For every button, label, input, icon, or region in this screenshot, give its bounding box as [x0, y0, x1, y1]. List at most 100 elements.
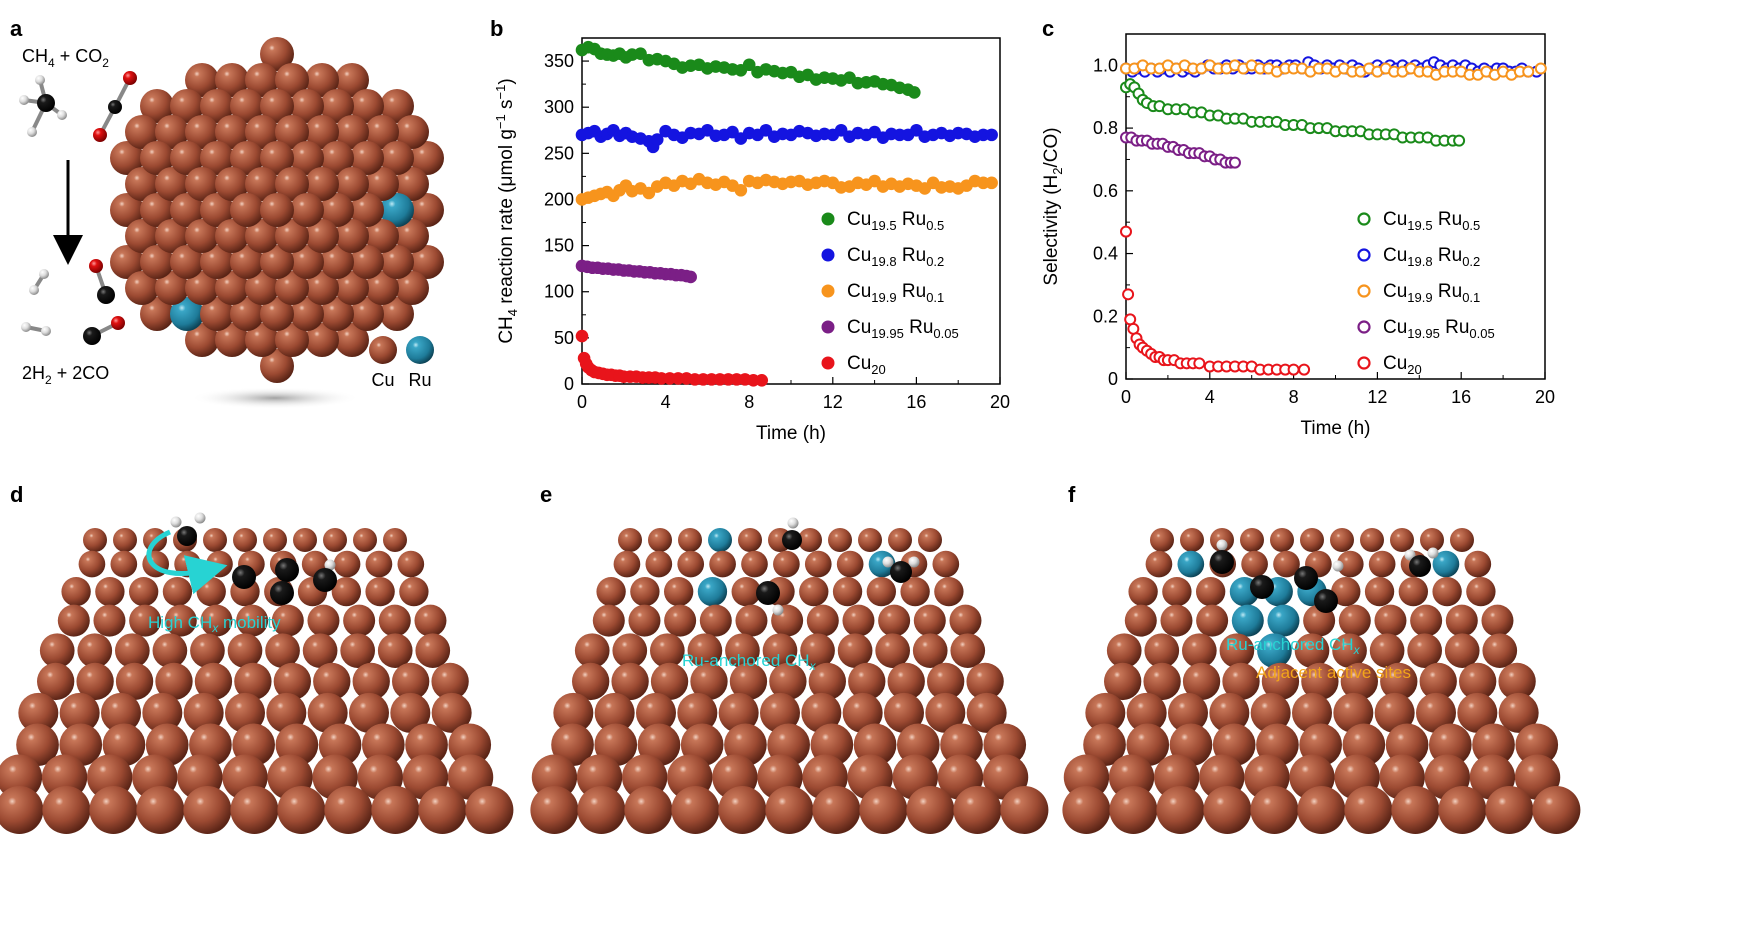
- cu-atom: [1124, 604, 1157, 637]
- cu-atom: [664, 604, 697, 637]
- cu-atom: [1250, 692, 1291, 733]
- cu-atom: [125, 271, 159, 305]
- legend-label: Cu19.5 Ru0.5: [1383, 209, 1480, 233]
- cu-atom: [1219, 633, 1255, 668]
- cu-atom: [349, 692, 389, 733]
- cu-atom: [350, 297, 384, 331]
- cu-atom: [888, 528, 912, 552]
- cu-atom: [185, 323, 219, 357]
- cu-atom: [260, 89, 294, 123]
- cu-atom: [410, 141, 444, 175]
- cu-atom: [729, 662, 768, 701]
- legend-label: Cu19.9 Ru0.1: [847, 281, 944, 305]
- cu-atom: [738, 528, 762, 552]
- legend-marker: [1357, 284, 1371, 298]
- cu-atom: [1374, 604, 1407, 637]
- surface-annotations: High CHx mobility Ru-anchored CHx Ru-anc…: [146, 529, 1411, 682]
- cu-atom: [731, 576, 761, 607]
- data-point: [755, 374, 769, 387]
- cu-atom: [101, 692, 141, 733]
- cu-atom: [769, 662, 807, 701]
- cu-atom: [275, 167, 309, 201]
- cu-atom: [636, 692, 676, 733]
- data-point: [734, 183, 748, 197]
- cu-atom: [1104, 662, 1142, 701]
- cu-atom: [1062, 786, 1111, 834]
- cu-atom: [129, 604, 162, 637]
- cu-atom: [1498, 662, 1536, 701]
- cu-atom: [190, 633, 225, 668]
- cu-atom: [699, 604, 732, 637]
- cu-atom: [1338, 604, 1371, 637]
- legend-label: Cu20: [1383, 353, 1422, 377]
- cu-atom: [1391, 786, 1440, 834]
- cu-atom: [200, 604, 233, 637]
- cu-atom: [896, 723, 940, 767]
- cu-atom: [592, 604, 625, 637]
- carbon-atom: [1409, 555, 1431, 577]
- legend-label: Cu20: [847, 353, 886, 377]
- cu-atom: [215, 219, 249, 253]
- cu-atom: [140, 141, 174, 175]
- cu-atom: [305, 167, 339, 201]
- series-3: [1120, 131, 1241, 169]
- panel-label-e: e: [540, 482, 552, 507]
- cu-atom: [200, 141, 234, 175]
- cu-atom: [1182, 662, 1221, 701]
- cu-atom: [1300, 528, 1324, 552]
- cu-atom: [290, 89, 324, 123]
- cu-atom: [140, 89, 174, 123]
- cu-atom: [273, 662, 312, 701]
- legend-label: Cu19.8 Ru0.2: [1383, 245, 1480, 269]
- cu-atom: [1156, 786, 1205, 834]
- cu-atom: [966, 662, 1004, 701]
- cu-atom: [234, 662, 272, 701]
- cu-atom: [365, 271, 399, 305]
- y-axis-label-part: −1: [493, 85, 508, 100]
- cu-atom: [335, 167, 369, 201]
- cu-atom: [431, 662, 469, 701]
- legend-label-el: Ru: [1433, 209, 1463, 230]
- cu-atom: [1196, 576, 1226, 607]
- cu-atom: [365, 115, 399, 149]
- cu-atom: [331, 576, 362, 607]
- cu-atom: [1472, 723, 1515, 767]
- cu-atom: [1444, 633, 1480, 668]
- cu-atom: [200, 245, 234, 279]
- cu-atom: [1410, 604, 1443, 637]
- cu-atom: [185, 63, 219, 97]
- cu-atom: [140, 245, 174, 279]
- cu-atom: [155, 271, 189, 305]
- legend-marker: [821, 284, 835, 298]
- hydrogen-atom: [1216, 539, 1228, 551]
- cu-atom: [1340, 662, 1379, 701]
- cu-atom: [76, 662, 114, 701]
- cu-atom: [448, 723, 492, 767]
- cu-atom: [271, 604, 304, 637]
- cu-atom: [1000, 786, 1049, 834]
- cu-atom: [320, 245, 354, 279]
- cu-atom: [196, 576, 226, 607]
- x-axis-label: Time (h): [756, 423, 826, 444]
- hydrogen-atom: [19, 95, 29, 105]
- oxygen-atom: [89, 259, 103, 273]
- legend-label-base: Cu: [1383, 353, 1407, 374]
- cu-atom: [718, 786, 767, 834]
- legend-label-sub: 0.5: [1462, 218, 1480, 233]
- panel-label-c: c: [1042, 16, 1054, 41]
- x-tick-label: 8: [744, 392, 754, 412]
- cu-atom: [611, 662, 649, 701]
- cu-atom: [808, 662, 846, 701]
- x-tick-label: 16: [906, 392, 926, 412]
- cu-atom: [305, 219, 339, 253]
- cu-atom: [230, 141, 264, 175]
- cu-atom: [93, 604, 126, 637]
- y-axis-label-part: reaction rate (μmol g: [496, 129, 517, 309]
- cu-atom: [155, 662, 193, 701]
- cu-atom: [183, 692, 224, 733]
- data-point: [1534, 62, 1547, 75]
- cu-atom: [136, 786, 185, 834]
- legend-marker: [821, 356, 835, 370]
- cu-atom: [858, 528, 882, 552]
- cu-atom: [531, 754, 578, 800]
